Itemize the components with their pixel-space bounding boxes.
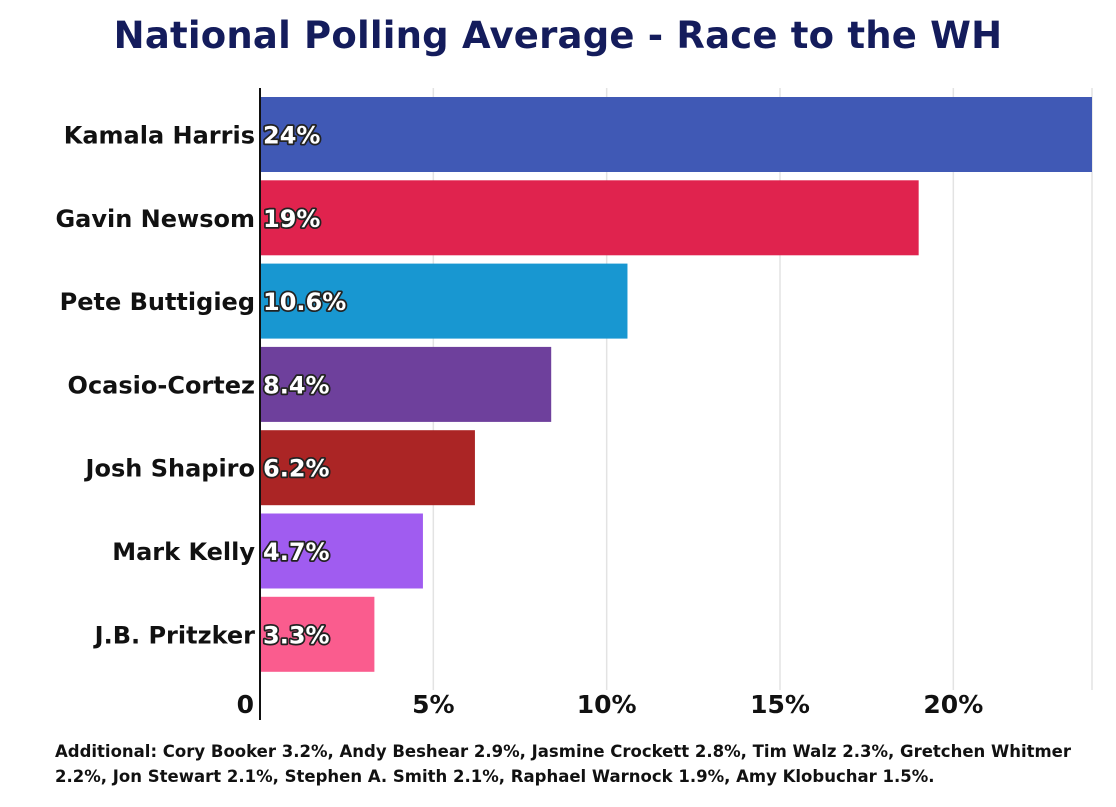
data-label: 24% xyxy=(263,122,320,150)
x-tick-label: 20% xyxy=(923,690,983,719)
bar xyxy=(260,97,1092,172)
x-tick-label: 15% xyxy=(750,690,810,719)
category-label: Pete Buttigieg xyxy=(60,288,255,316)
data-label: 8.4% xyxy=(263,371,330,399)
data-label: 3.3% xyxy=(263,621,330,649)
data-labels: 24% 19% 10.6% 8.4% 6.2% 4.7% 3.3% xyxy=(261,120,348,651)
bar xyxy=(260,180,919,256)
category-label: Gavin Newsom xyxy=(55,205,255,233)
chart-title: National Polling Average - Race to the W… xyxy=(113,14,1003,57)
bar xyxy=(260,596,375,672)
bar xyxy=(260,430,475,506)
category-label: Josh Shapiro xyxy=(84,455,255,483)
bars xyxy=(260,97,1092,672)
data-label: 19% xyxy=(263,205,320,233)
footnote: Additional: Cory Booker 3.2%, Andy Beshe… xyxy=(55,742,1072,786)
bar xyxy=(260,263,628,339)
category-label: Ocasio-Cortez xyxy=(68,371,255,399)
x-tick-label: 5% xyxy=(412,690,454,719)
category-label: Mark Kelly xyxy=(112,538,255,566)
data-label: 10.6% xyxy=(263,288,346,316)
bar xyxy=(260,513,423,589)
data-label: 4.7% xyxy=(263,538,330,566)
category-labels: Kamala Harris Gavin Newsom Pete Buttigieg O… xyxy=(55,122,255,650)
bar xyxy=(260,346,552,422)
data-label: 6.2% xyxy=(263,455,330,483)
x-tick-label: 10% xyxy=(577,690,637,719)
x-tick-labels: 0 5% 10% 15% 20% xyxy=(237,690,984,719)
category-label: J.B. Pritzker xyxy=(93,621,256,649)
category-label: Kamala Harris xyxy=(64,122,255,150)
x-tick-label: 0 xyxy=(237,690,254,719)
